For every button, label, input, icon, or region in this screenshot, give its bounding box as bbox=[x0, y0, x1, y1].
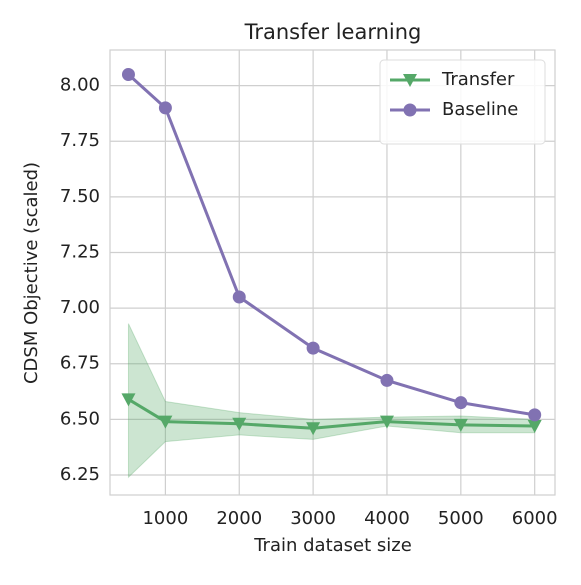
marker bbox=[379, 415, 394, 429]
x-tick-label: 1000 bbox=[142, 508, 188, 529]
legend-label: Transfer bbox=[441, 69, 515, 90]
confidence-band bbox=[127, 323, 536, 479]
marker bbox=[453, 418, 468, 432]
y-tick-label: 7.25 bbox=[60, 241, 100, 262]
marker bbox=[306, 422, 321, 436]
legend: Transfer Baseline bbox=[379, 59, 546, 145]
marker bbox=[380, 373, 394, 387]
marker bbox=[121, 67, 135, 81]
y-tick-label: 7.00 bbox=[60, 297, 100, 318]
y-tick-label: 6.25 bbox=[60, 464, 100, 485]
marker bbox=[232, 290, 246, 304]
y-tick-label: 6.75 bbox=[60, 353, 100, 374]
marker bbox=[528, 408, 542, 422]
x-tick-label: 4000 bbox=[364, 508, 410, 529]
x-tick-label: 3000 bbox=[290, 508, 336, 529]
marker bbox=[158, 101, 172, 115]
x-tick-label: 5000 bbox=[438, 508, 484, 529]
x-tick-label: 6000 bbox=[512, 508, 558, 529]
y-axis-label: CDSM Objective (scaled) bbox=[21, 162, 42, 384]
marker bbox=[121, 393, 136, 407]
plot-frame bbox=[109, 49, 556, 496]
marker bbox=[527, 420, 542, 434]
legend-marker bbox=[403, 103, 417, 117]
legend-marker bbox=[403, 74, 417, 87]
y-tick-label: 8.00 bbox=[60, 75, 100, 96]
marker bbox=[454, 396, 468, 410]
marker bbox=[232, 417, 247, 431]
y-tick-label: 7.50 bbox=[60, 186, 100, 207]
y-tick-label: 7.75 bbox=[60, 130, 100, 151]
marker bbox=[306, 341, 320, 355]
x-axis-label: Train dataset size bbox=[253, 535, 412, 556]
marker bbox=[158, 415, 173, 429]
y-tick-label: 6.50 bbox=[60, 408, 100, 429]
x-tick-label: 2000 bbox=[216, 508, 262, 529]
chart-title: Transfer learning bbox=[244, 20, 422, 44]
legend-label: Baseline bbox=[442, 99, 518, 120]
